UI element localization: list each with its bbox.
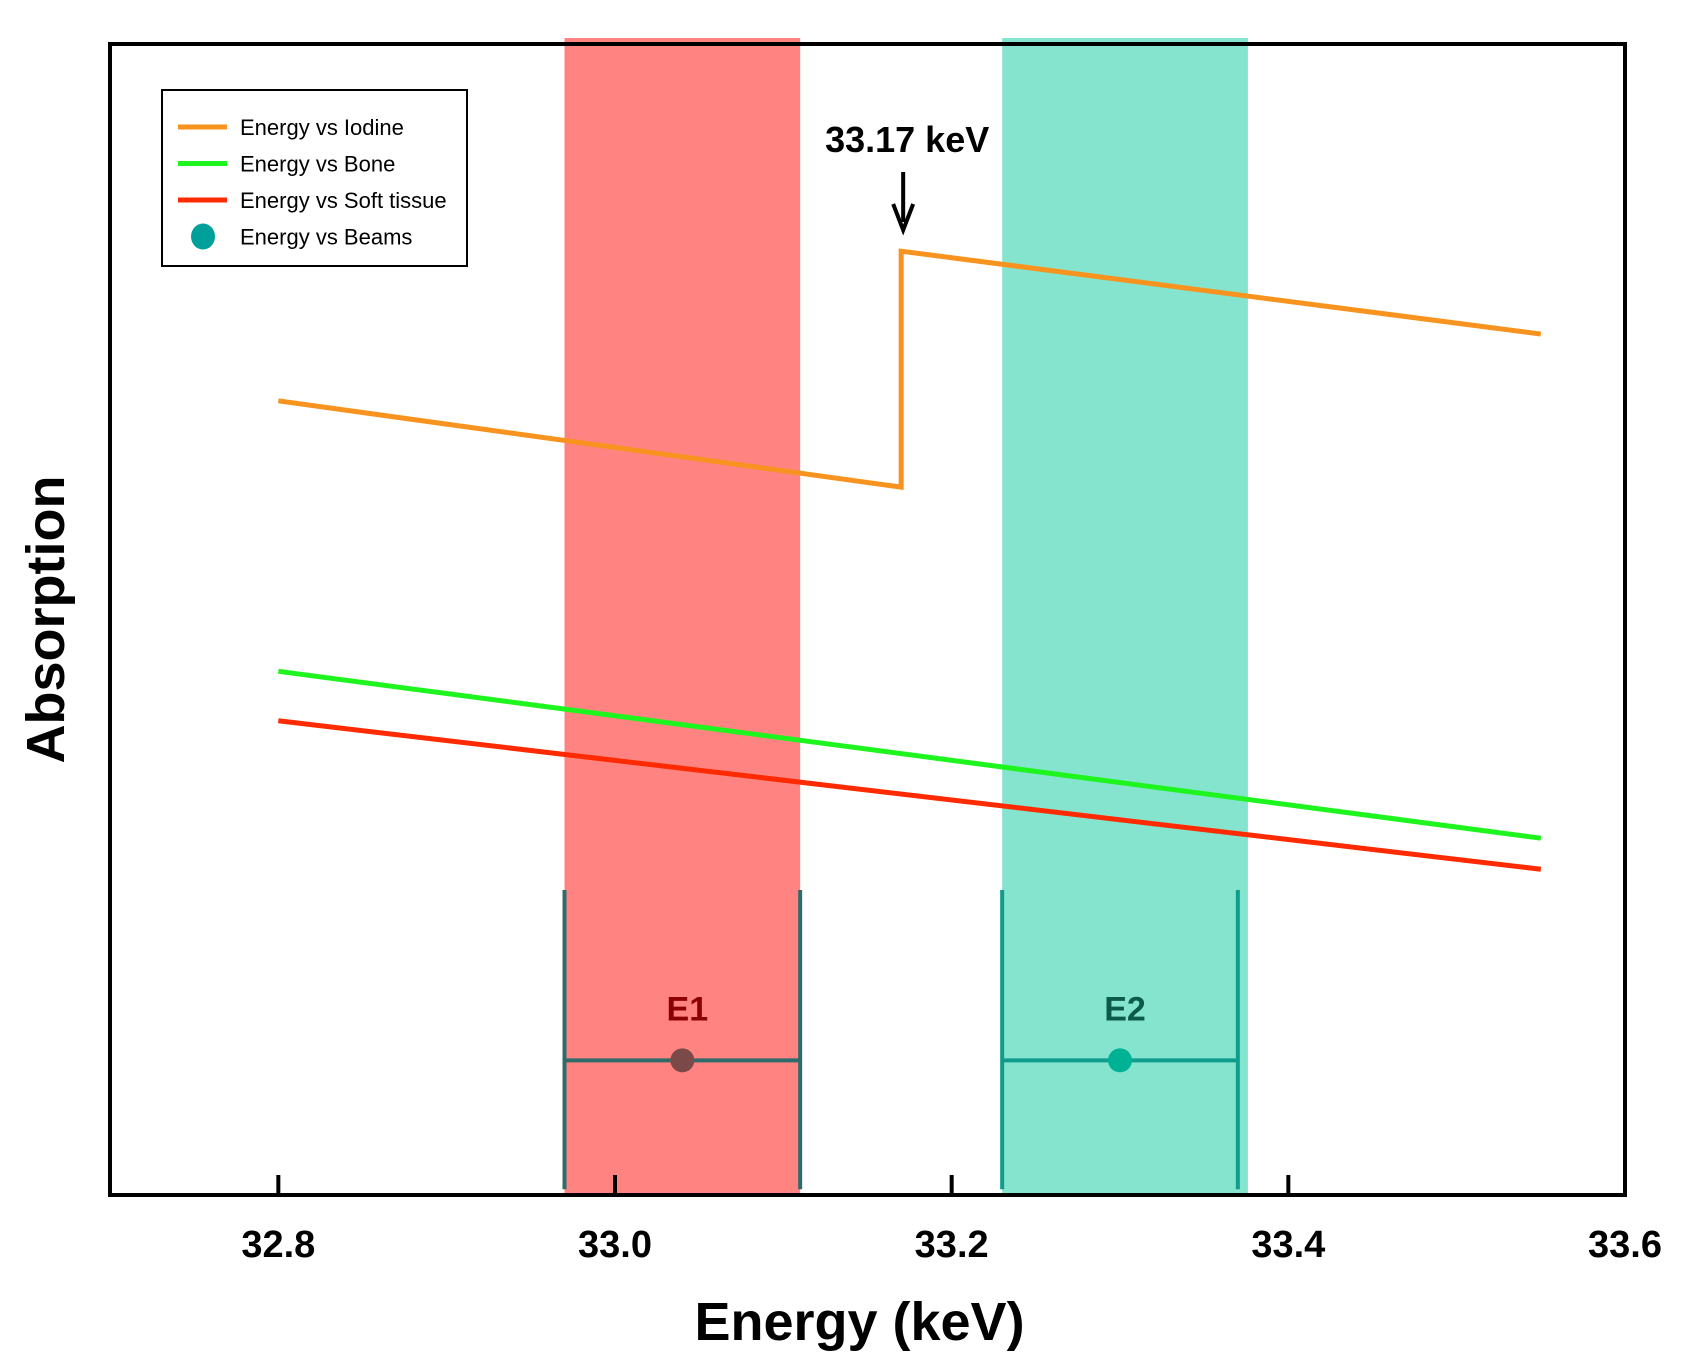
legend-label-energy-vs-soft-tissue: Energy vs Soft tissue <box>240 188 447 213</box>
energy-band-1 <box>564 38 801 1195</box>
annotation-label: 33.17 keV <box>825 119 989 160</box>
x-tick-label-2: 33.2 <box>915 1224 989 1266</box>
legend: Energy vs Iodine Energy vs Bone Energy vs … <box>161 89 468 267</box>
x-tick-label-3: 33.4 <box>1251 1224 1325 1266</box>
legend-label-energy-vs-bone: Energy vs Bone <box>240 152 395 177</box>
beam-point-E2 <box>1108 1048 1132 1073</box>
plot-frame <box>108 42 1627 1197</box>
axes-layer: 32.8 33.0 33.2 33.4 33.6 Energy (keV) Absorpti… <box>16 42 1662 1352</box>
x-tick-label-1: 33.0 <box>578 1224 652 1266</box>
annotation-layer: 33.17 keV <box>825 119 989 236</box>
series-line-energy-vs-iodine <box>277 248 1542 491</box>
beam-label-E1: E1 <box>667 990 709 1028</box>
series-line-energy-vs-bone <box>278 668 1542 841</box>
bands-layer <box>564 38 1248 1195</box>
legend-label-energy-vs-beams: Energy vs Beams <box>240 225 412 250</box>
x-axis-title: Energy (keV) <box>694 1292 1024 1352</box>
x-tick-label-0: 32.8 <box>241 1224 315 1266</box>
legend-swatch-energy-vs-beams <box>191 223 215 250</box>
x-tick-label-4: 33.6 <box>1588 1224 1662 1266</box>
beam-point-E1 <box>670 1048 695 1073</box>
annotation-arrow-head <box>891 203 916 236</box>
beams-layer: E1 E2 <box>562 889 1240 1190</box>
energy-band-2 <box>1002 38 1248 1195</box>
y-axis-title: Absorption <box>16 476 76 764</box>
beam-label-E2: E2 <box>1104 990 1146 1028</box>
series-line-energy-vs-soft-tissue <box>278 718 1542 872</box>
legend-label-energy-vs-iodine: Energy vs Iodine <box>240 115 404 140</box>
series-layer <box>277 248 1542 872</box>
